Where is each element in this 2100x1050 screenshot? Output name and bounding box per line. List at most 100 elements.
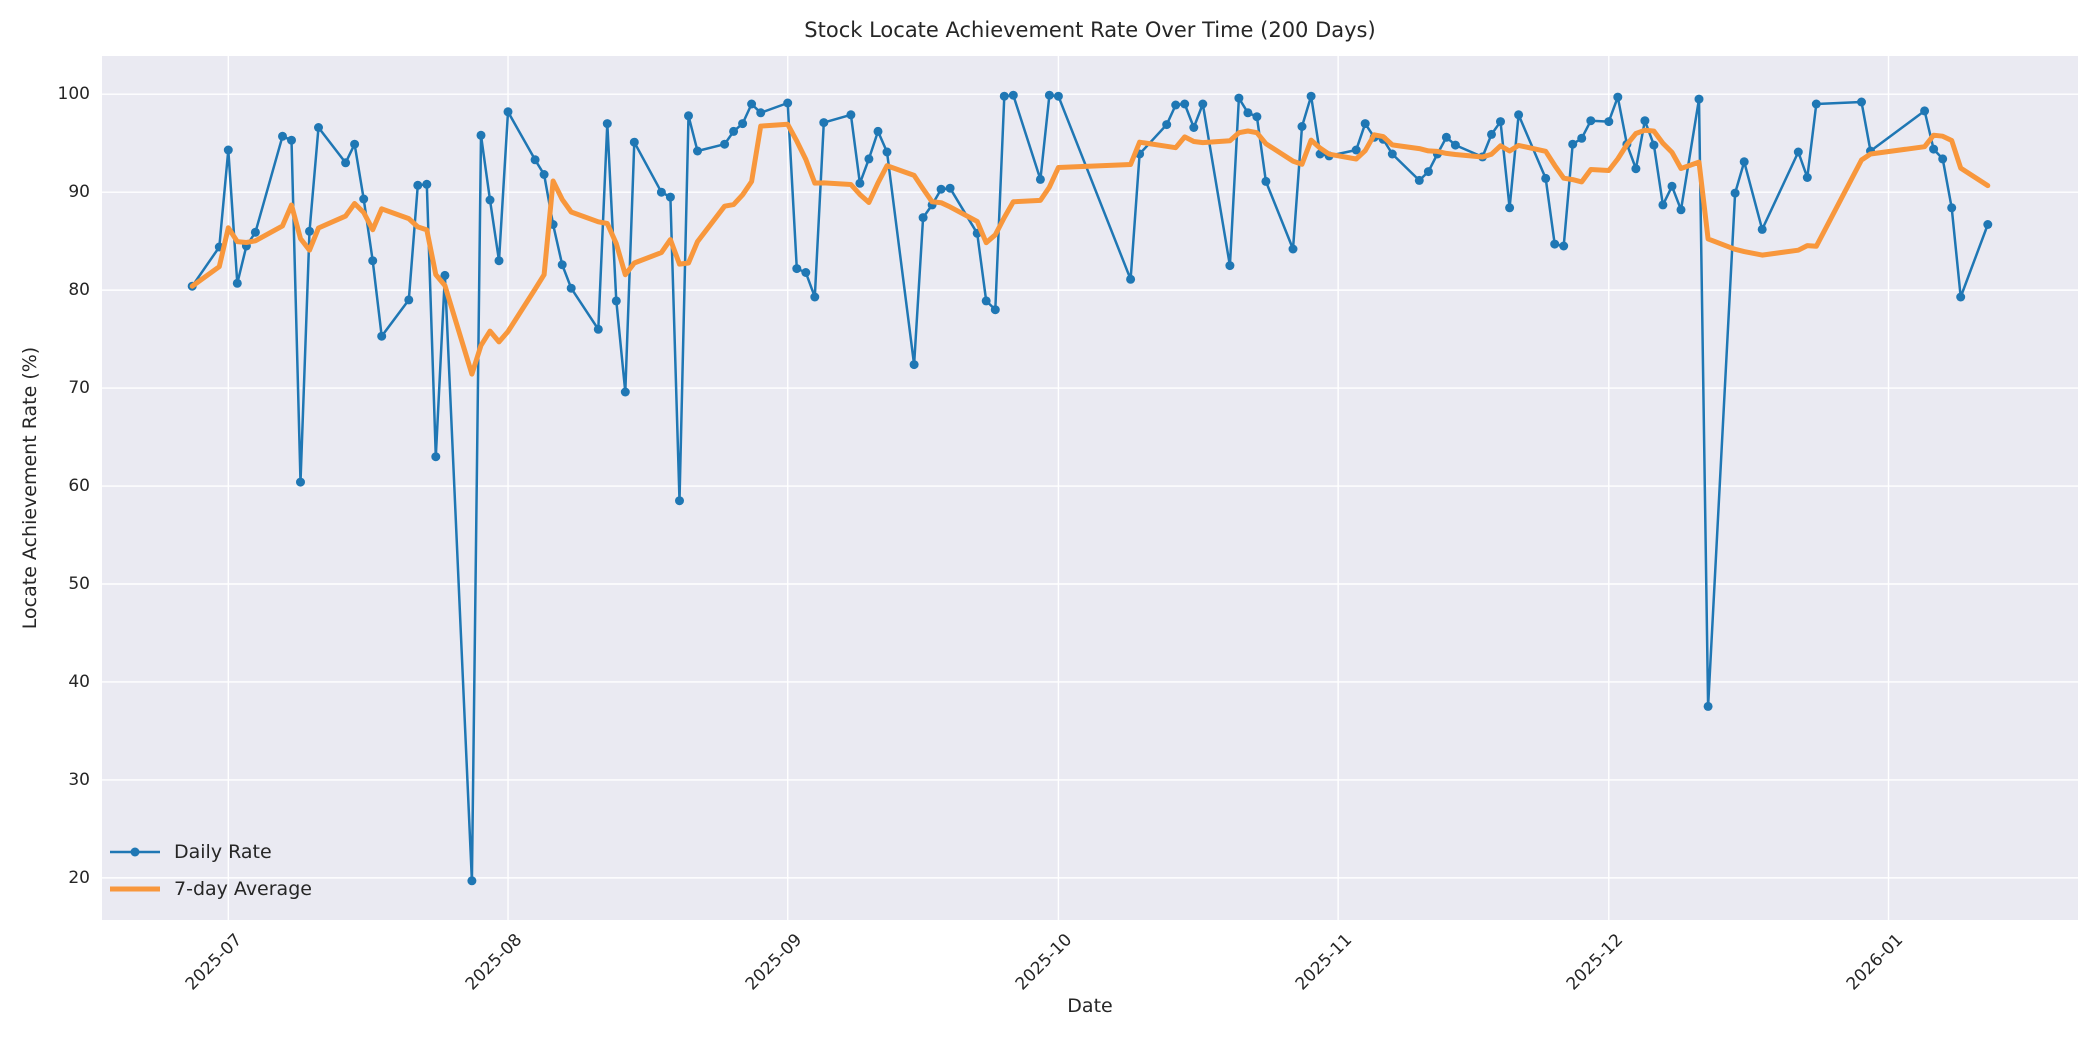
data-point xyxy=(1550,239,1560,249)
data-point xyxy=(1631,164,1641,174)
data-point xyxy=(1658,200,1668,210)
daily-rate-line xyxy=(191,93,1989,883)
data-point xyxy=(1351,145,1361,155)
data-point xyxy=(232,278,242,288)
x-tick-label: 2025-10 xyxy=(1012,930,1077,995)
data-point xyxy=(1053,91,1063,101)
x-tick-label: 2025-12 xyxy=(1562,930,1627,995)
data-point xyxy=(1180,99,1190,109)
data-point xyxy=(1505,203,1515,213)
data-point xyxy=(1577,133,1587,143)
data-point xyxy=(1929,144,1939,154)
data-point xyxy=(1640,116,1650,126)
x-tick-label: 2025-08 xyxy=(461,930,527,995)
data-point xyxy=(1441,132,1451,142)
data-point xyxy=(981,296,991,306)
y-tick-label: 70 xyxy=(68,378,90,399)
x-axis-label: Date xyxy=(1067,995,1113,1017)
data-point xyxy=(1811,99,1821,109)
data-point xyxy=(1694,94,1704,104)
data-point xyxy=(350,139,360,149)
data-point xyxy=(1252,112,1262,122)
data-point xyxy=(1225,261,1235,271)
y-tick-label: 60 xyxy=(68,476,90,497)
x-tick-label: 2025-07 xyxy=(182,930,247,995)
data-point xyxy=(729,126,739,136)
data-point xyxy=(1126,274,1136,284)
plot-canvas xyxy=(102,56,2078,920)
data-point xyxy=(1541,173,1551,183)
data-point xyxy=(1604,117,1614,127)
data-point xyxy=(530,155,540,165)
data-point xyxy=(305,226,314,236)
chart-title: Stock Locate Achievement Rate Over Time … xyxy=(804,18,1376,42)
data-point xyxy=(485,195,495,205)
data-point xyxy=(693,146,702,156)
data-point xyxy=(882,147,892,157)
y-tick-label: 50 xyxy=(68,574,90,594)
data-point xyxy=(1044,90,1054,100)
data-point xyxy=(611,296,621,306)
data-point xyxy=(602,119,612,129)
data-point xyxy=(557,260,567,270)
data-point xyxy=(620,387,630,397)
data-point xyxy=(1487,129,1496,139)
data-point xyxy=(1162,120,1172,130)
legend-item-7day-average: 7-day Average xyxy=(108,870,312,907)
data-point xyxy=(1261,176,1271,186)
y-tick-label: 80 xyxy=(68,280,90,301)
data-point xyxy=(566,283,576,293)
y-axis-label: Locate Achievement Rate (%) xyxy=(19,346,41,630)
data-point xyxy=(783,98,793,108)
data-point xyxy=(1676,205,1686,215)
data-point xyxy=(1568,139,1578,149)
plot-area xyxy=(102,56,2078,920)
data-point xyxy=(665,192,675,202)
data-point xyxy=(1297,122,1307,131)
data-point xyxy=(945,183,955,193)
data-point xyxy=(855,178,865,188)
data-point xyxy=(1938,154,1948,164)
data-point xyxy=(1189,123,1199,132)
data-point xyxy=(413,180,423,190)
legend-item-daily-rate: Daily Rate xyxy=(108,833,312,870)
data-point xyxy=(1586,116,1596,126)
data-point xyxy=(431,452,441,462)
seven-day-average-swatch-icon xyxy=(110,886,160,891)
data-point xyxy=(341,158,351,168)
data-point xyxy=(629,137,639,147)
data-point xyxy=(1802,173,1812,182)
data-point xyxy=(404,295,414,305)
data-point xyxy=(223,145,233,155)
data-point xyxy=(1559,241,1569,251)
data-point xyxy=(1667,181,1677,191)
data-point xyxy=(738,119,748,129)
gridlines xyxy=(102,56,2078,920)
data-point xyxy=(1920,106,1930,116)
data-point xyxy=(359,194,369,204)
data-point xyxy=(1947,203,1957,213)
data-point xyxy=(656,187,666,197)
x-tick-label: 2026-01 xyxy=(1842,930,1907,995)
data-point xyxy=(287,135,296,145)
data-point xyxy=(1243,108,1253,118)
data-point xyxy=(1739,157,1749,167)
data-point xyxy=(476,130,486,140)
y-tick-label: 40 xyxy=(68,671,90,692)
data-point xyxy=(1983,220,1993,229)
data-point xyxy=(1703,701,1713,711)
daily-rate-swatch-icon xyxy=(110,847,160,856)
data-point xyxy=(990,305,1000,315)
data-point xyxy=(593,324,603,334)
data-point xyxy=(810,292,820,302)
y-tick-label: 20 xyxy=(68,867,90,888)
data-point xyxy=(1423,167,1433,177)
data-point xyxy=(846,110,856,120)
y-tick-label: 90 xyxy=(68,182,90,203)
data-point xyxy=(1514,110,1524,120)
data-point xyxy=(1496,117,1505,127)
data-point xyxy=(1414,175,1424,185)
data-point xyxy=(1757,224,1767,234)
data-point xyxy=(1198,99,1208,109)
